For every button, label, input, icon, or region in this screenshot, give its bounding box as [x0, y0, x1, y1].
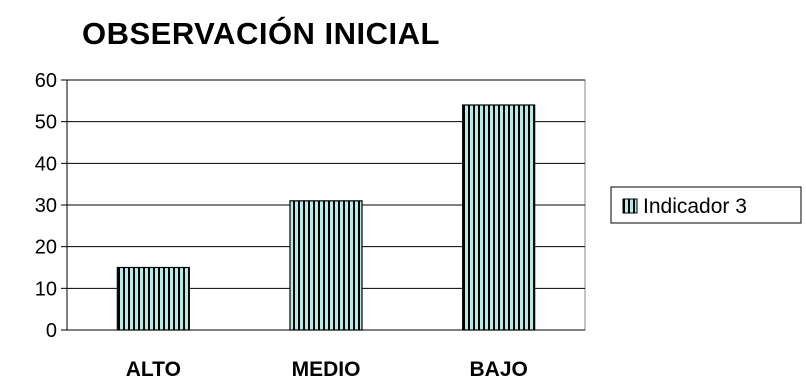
x-tick-label: BAJO	[469, 358, 527, 381]
bar-medio	[289, 200, 363, 331]
y-tick-label: 30	[35, 195, 57, 217]
y-tick-label: 50	[35, 112, 57, 134]
y-tick-label: 40	[35, 153, 57, 175]
y-tick-label: 10	[35, 278, 57, 300]
legend-label: Indicador 3	[643, 195, 747, 218]
bar-alto	[116, 266, 190, 331]
legend-swatch	[622, 198, 638, 214]
legend-box	[610, 186, 802, 224]
x-tick-label: MEDIO	[292, 358, 361, 381]
y-tick-label: 20	[35, 237, 57, 259]
y-tick-label: 60	[35, 70, 57, 92]
y-tick-label: 0	[46, 320, 57, 342]
x-tick-label: ALTO	[126, 358, 181, 381]
bar-bajo	[462, 104, 536, 331]
chart-title: OBSERVACIÓN INICIAL	[82, 16, 440, 51]
